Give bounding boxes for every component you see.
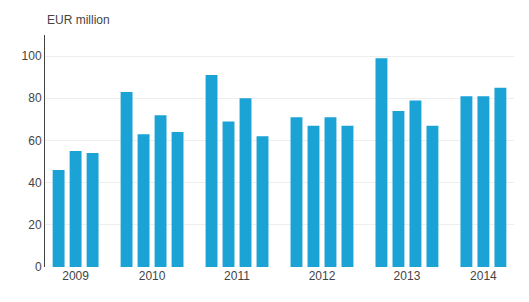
svg-text:40: 40	[28, 176, 42, 190]
svg-text:80: 80	[28, 91, 42, 105]
svg-text:2014: 2014	[470, 269, 497, 283]
svg-text:2010: 2010	[139, 269, 166, 283]
svg-text:2011: 2011	[224, 269, 250, 283]
svg-text:EUR million: EUR million	[47, 13, 110, 27]
svg-text:0: 0	[35, 260, 42, 274]
svg-text:60: 60	[28, 134, 42, 148]
svg-text:20: 20	[28, 218, 42, 232]
svg-text:2013: 2013	[394, 269, 421, 283]
svg-text:2009: 2009	[62, 269, 89, 283]
svg-text:2012: 2012	[309, 269, 336, 283]
svg-text:100: 100	[22, 49, 42, 63]
